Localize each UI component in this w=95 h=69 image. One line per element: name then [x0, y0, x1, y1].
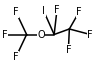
Text: F: F — [13, 7, 19, 17]
Text: F: F — [54, 5, 60, 15]
Text: F: F — [87, 30, 93, 39]
Text: F: F — [76, 7, 82, 17]
Text: F: F — [66, 45, 71, 55]
Text: F: F — [13, 52, 19, 62]
Text: F: F — [2, 30, 8, 39]
Text: O: O — [37, 30, 45, 39]
Text: I: I — [42, 6, 45, 16]
